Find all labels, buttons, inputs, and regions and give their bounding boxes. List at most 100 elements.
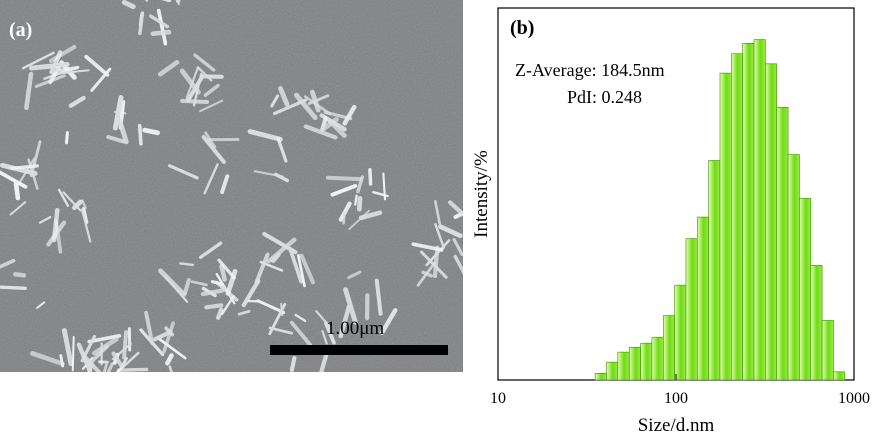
- sem-particle: [379, 308, 398, 335]
- sem-particle: [84, 356, 102, 372]
- sem-particle: [84, 54, 110, 77]
- sem-particle: [324, 321, 336, 345]
- histogram-bar: [821, 320, 834, 381]
- sem-particle: [68, 95, 86, 108]
- sem-particle: [87, 333, 122, 344]
- sem-particle: [122, 330, 129, 360]
- sem-particle: [358, 210, 383, 221]
- sem-particle: [210, 280, 224, 286]
- sem-particle: [13, 272, 27, 278]
- sem-particle: [138, 11, 145, 36]
- sem-particle: [168, 365, 173, 372]
- histogram-bar: [765, 63, 778, 381]
- histogram-bar: [674, 284, 687, 381]
- sem-particle: [72, 199, 83, 211]
- sem-particle: [36, 301, 46, 309]
- sem-particle: [10, 164, 40, 170]
- sem-micrograph-panel: (a) 1.00μm: [0, 0, 463, 372]
- sem-particle: [220, 295, 235, 316]
- sem-particle: [156, 8, 168, 46]
- sem-particle: [254, 252, 270, 284]
- sem-particle: [266, 237, 297, 264]
- sem-particle: [196, 66, 213, 82]
- sem-particle: [241, 278, 261, 308]
- histogram-bar: [742, 43, 755, 381]
- sem-particle: [116, 367, 149, 372]
- sem-particle: [237, 309, 251, 316]
- histogram-bar: [628, 346, 641, 381]
- sem-particle: [198, 241, 223, 259]
- sem-particle: [219, 264, 227, 282]
- sem-particle: [142, 127, 161, 136]
- sem-particle: [0, 258, 16, 269]
- histogram-bar: [617, 351, 630, 381]
- sem-particle: [153, 329, 173, 342]
- sem-particle: [448, 200, 463, 218]
- sem-particle: [29, 62, 70, 71]
- sem-particle: [112, 95, 124, 131]
- histogram-bar: [651, 336, 664, 381]
- sem-particle: [0, 170, 28, 189]
- histogram-bar: [708, 160, 721, 381]
- sem-particle: [199, 99, 224, 113]
- sem-particle: [296, 254, 306, 288]
- sem-particle: [303, 124, 338, 140]
- sem-particle: [49, 44, 77, 63]
- sem-particle: [59, 354, 65, 368]
- sem-particle: [201, 135, 226, 164]
- scale-bar: [270, 345, 448, 355]
- sem-particle: [299, 253, 315, 285]
- histogram-bar: [606, 361, 619, 381]
- sem-particle: [148, 14, 170, 29]
- sem-particle: [87, 361, 94, 372]
- histogram-bar: [776, 107, 789, 381]
- sem-particle: [262, 231, 298, 255]
- histogram-bar: [799, 198, 812, 381]
- sem-particle: [433, 200, 442, 225]
- histogram-bar: [833, 371, 846, 381]
- sem-particle: [382, 172, 386, 201]
- sem-particle: [106, 135, 126, 144]
- sem-particle: [342, 104, 357, 126]
- sem-particle: [179, 262, 195, 267]
- sem-particle: [307, 94, 330, 106]
- sem-particle: [61, 328, 74, 367]
- sem-particle: [24, 71, 34, 111]
- sem-particle: [81, 199, 87, 210]
- histogram-bar: [697, 216, 709, 381]
- sem-particle: [38, 216, 52, 224]
- sem-particle: [452, 238, 463, 257]
- sem-particle: [48, 66, 61, 85]
- sem-particle: [338, 304, 352, 339]
- sem-micrograph-image: [0, 0, 463, 372]
- sem-particle: [17, 157, 36, 186]
- sem-particle: [220, 174, 230, 195]
- histogram-bar: [685, 238, 698, 381]
- panel-b-label: (b): [510, 17, 534, 39]
- sem-particle: [276, 136, 288, 163]
- sem-particle: [51, 207, 60, 243]
- sem-particle: [256, 299, 286, 314]
- histogram-bar: [731, 53, 743, 381]
- sem-particle: [117, 118, 129, 145]
- histogram-bar: [594, 372, 607, 381]
- sem-particle: [190, 280, 208, 287]
- sem-particle: [92, 336, 119, 356]
- sem-particle: [319, 117, 339, 133]
- sem-particle: [289, 320, 313, 347]
- x-tick-label: 10: [490, 390, 506, 407]
- histogram-bar: [787, 154, 800, 381]
- sem-particle: [144, 310, 155, 345]
- sem-particle: [150, 29, 172, 37]
- sem-particle: [356, 195, 363, 212]
- sem-particle: [253, 170, 284, 178]
- sem-particle: [204, 303, 224, 310]
- sem-particle: [49, 50, 63, 75]
- sem-particle: [183, 278, 191, 296]
- sem-particle: [111, 351, 124, 368]
- sem-particle: [0, 162, 38, 176]
- x-tick-label: 1000: [838, 390, 870, 407]
- sem-particle: [65, 131, 69, 145]
- sem-particle: [330, 183, 358, 197]
